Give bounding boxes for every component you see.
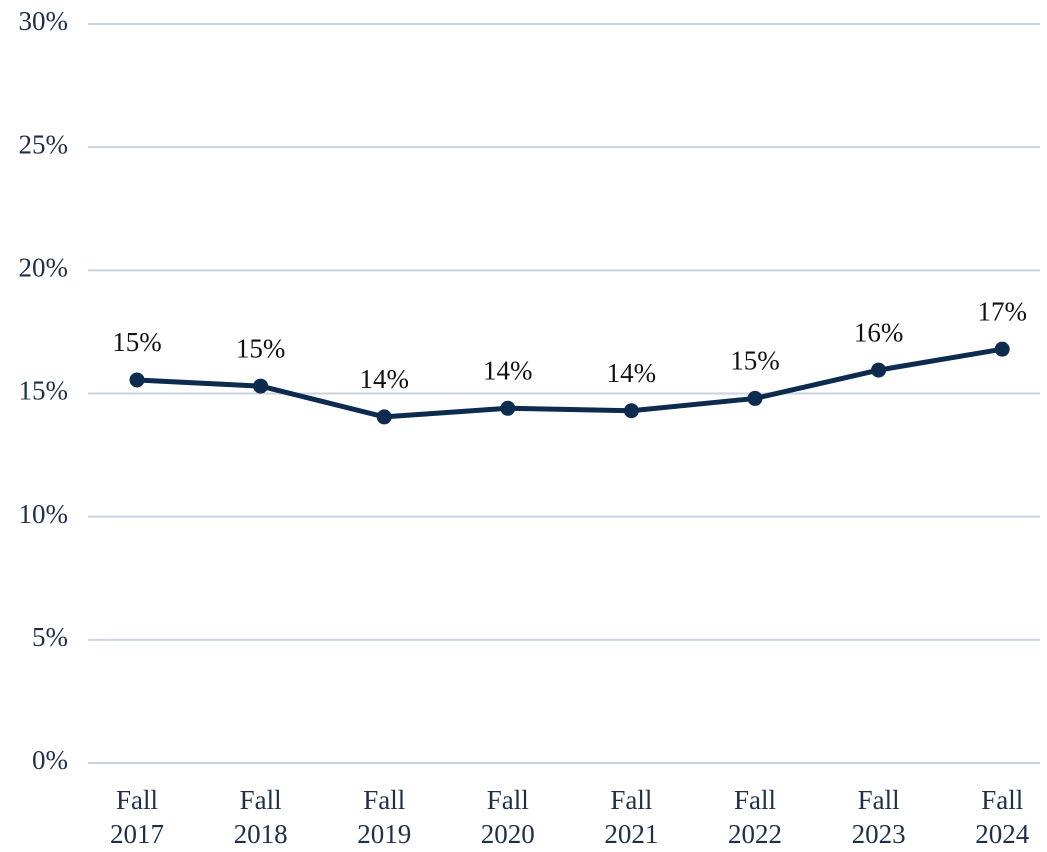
data-label: 16% [854,317,904,347]
data-point [253,378,269,394]
x-tick-label: Fall 2022 [728,785,782,849]
data-point [129,372,145,388]
data-point [376,409,392,425]
data-label: 15% [730,346,780,376]
data-point [623,403,639,419]
data-point [500,400,516,416]
data-point [994,341,1010,357]
y-tick-label: 25% [19,129,69,159]
data-label: 14% [483,355,533,385]
data-label: 17% [977,296,1027,326]
data-label: 15% [236,333,286,363]
data-label: 15% [112,327,162,357]
y-tick-label: 20% [19,253,69,283]
x-tick-label: Fall 2023 [852,785,906,849]
data-label: 14% [607,358,657,388]
x-tick-label: Fall 2017 [110,785,164,849]
series-line [136,346,1003,420]
y-tick-label: 0% [32,745,68,775]
x-tick-label: Fall 2024 [975,785,1030,849]
y-tick-label: 15% [19,376,69,406]
data-label: 14% [359,364,409,394]
y-tick-label: 10% [19,499,69,529]
x-tick-label: Fall 2020 [481,785,535,849]
y-tick-label: 5% [32,622,68,652]
data-point [871,362,887,378]
x-tick-label: Fall 2019 [357,785,411,849]
x-tick-label: Fall 2021 [604,785,658,849]
y-tick-label: 30% [19,6,69,36]
x-tick-label: Fall 2018 [234,785,288,849]
data-point [747,390,763,406]
